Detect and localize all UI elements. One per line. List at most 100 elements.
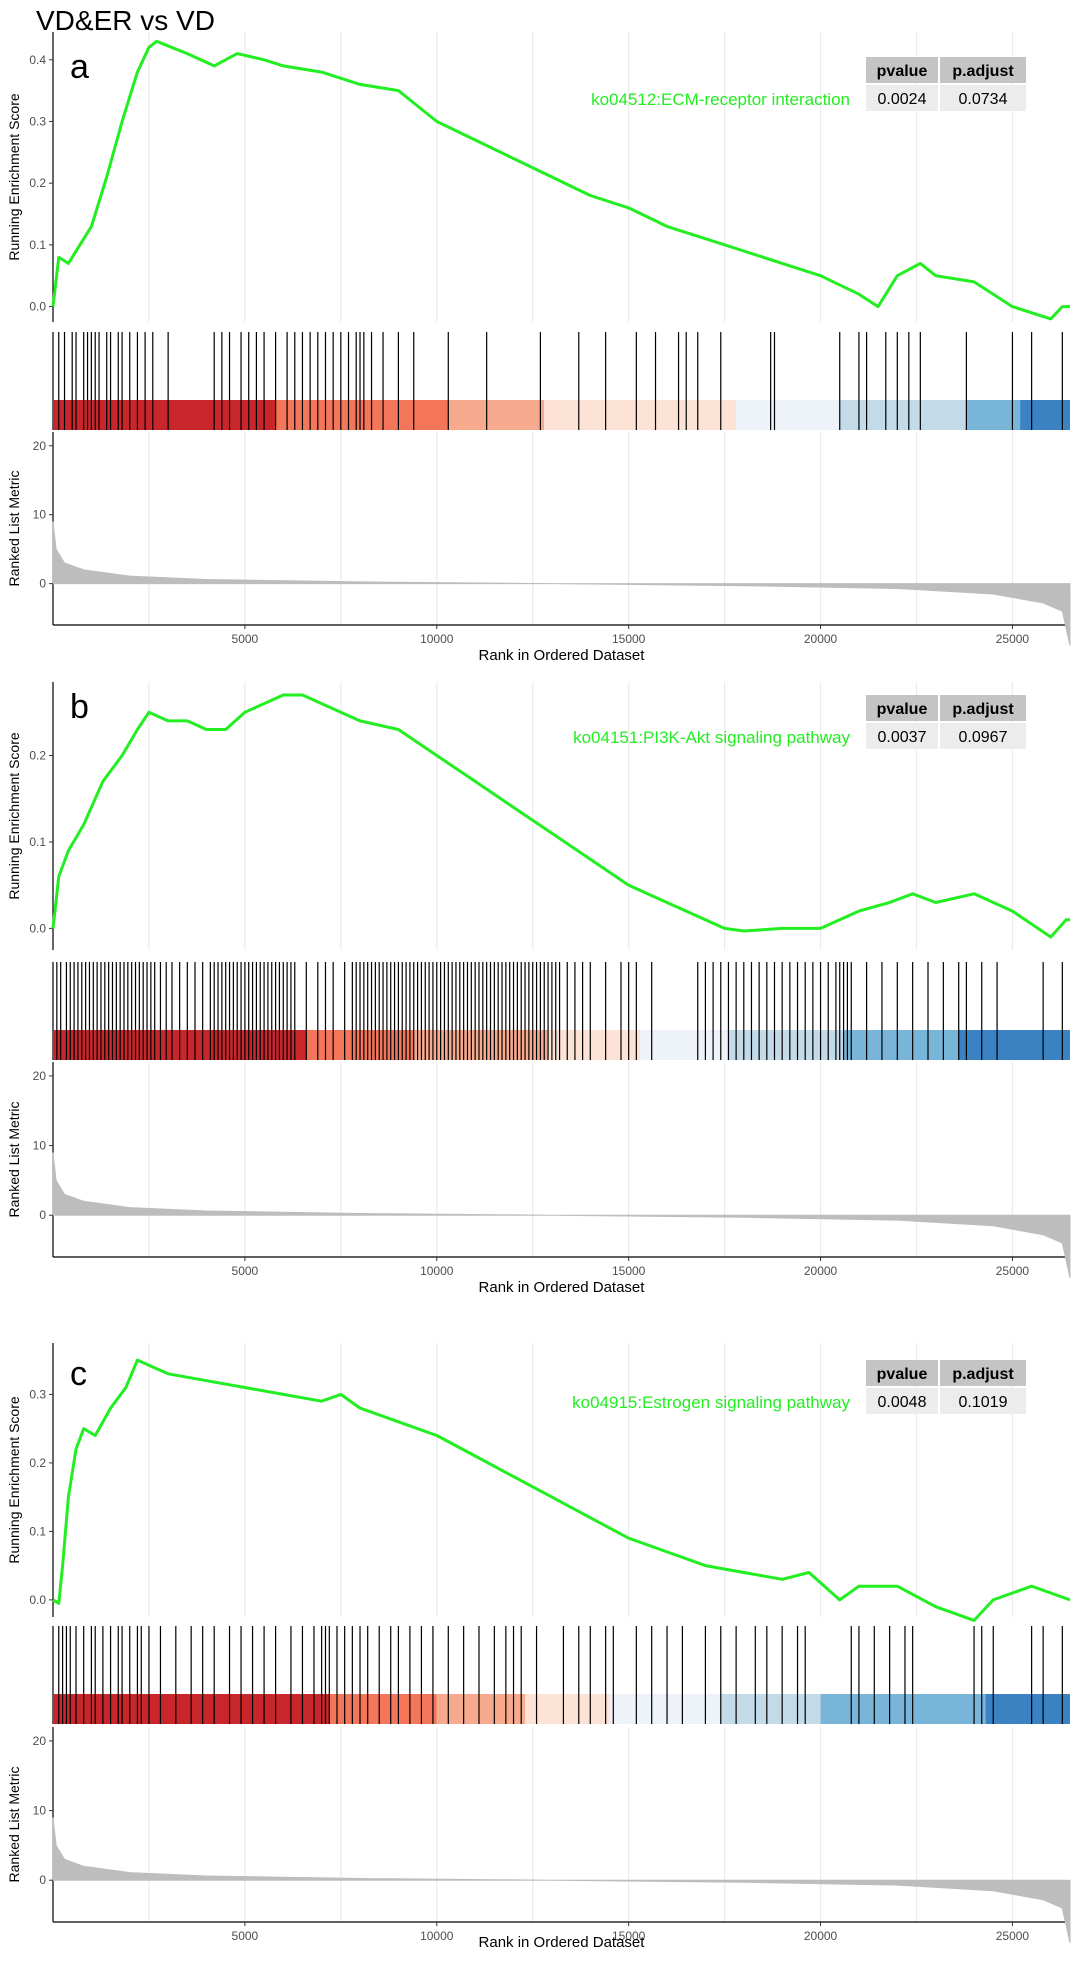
x-tick-label: 25000	[996, 632, 1030, 646]
metric-y-axis-label: Ranked List Metric	[6, 1102, 22, 1218]
rank-heat-segment	[53, 400, 276, 430]
rank-heat-segment	[548, 1030, 641, 1060]
es-y-tick-label: 0.1	[29, 238, 46, 252]
gsea-panel-a: 0.0 0.1 0.2 0.3 0.4 Running Enrichment Score 0…	[6, 32, 1071, 664]
x-tick-label: 15000	[612, 1264, 646, 1278]
stats-table-value: 0.0048	[878, 1394, 927, 1411]
metric-y-tick-label: 0	[39, 577, 46, 591]
es-y-tick-label: 0.0	[29, 1593, 46, 1607]
x-tick-label: 5000	[232, 1929, 259, 1943]
metric-y-tick-label: 20	[33, 439, 47, 453]
figure-title: VD&ER vs VD	[36, 5, 215, 36]
stats-table-value: 0.0967	[959, 729, 1008, 746]
metric-y-axis-label: Ranked List Metric	[6, 471, 22, 587]
stats-table-value-cell	[940, 85, 1026, 111]
rank-heat-segment	[525, 1694, 610, 1724]
x-tick-label: 25000	[996, 1264, 1030, 1278]
rank-heat-segment	[275, 400, 449, 430]
stats-table-header: pvalue	[877, 1366, 928, 1383]
x-tick-label: 15000	[612, 1929, 646, 1943]
stats-table-value-cell	[866, 723, 938, 749]
es-y-tick-label: 0.2	[29, 748, 46, 762]
metric-y-tick-label: 20	[33, 1069, 47, 1083]
x-tick-label: 20000	[804, 1929, 838, 1943]
rank-heat-segment	[329, 1694, 437, 1724]
rank-heat-segment	[728, 1030, 844, 1060]
x-tick-label: 10000	[420, 1264, 454, 1278]
gsea-panel-c: 0.0 0.1 0.2 0.3 Running Enrichment Score 0 10 2…	[6, 1343, 1071, 1951]
metric-y-tick-label: 10	[33, 1139, 47, 1153]
stats-table-value-cell	[866, 85, 938, 111]
metric-y-tick-label: 20	[33, 1734, 47, 1748]
stats-table-value: 0.1019	[959, 1394, 1008, 1411]
metric-y-tick-label: 0	[39, 1873, 46, 1887]
pathway-term-label: ko04915:Estrogen signaling pathway	[572, 1393, 850, 1412]
x-tick-label: 5000	[232, 632, 259, 646]
es-y-axis-label: Running Enrichment Score	[6, 732, 22, 900]
metric-y-tick-label: 0	[39, 1208, 46, 1222]
ranked-metric-area	[52, 1152, 1071, 1279]
rank-heat-segment	[1020, 400, 1070, 430]
rank-heat-segment	[985, 1694, 1070, 1724]
gsea-panel-b: 0.0 0.1 0.2 Running Enrichment Score 0 10 20 Ra…	[6, 682, 1071, 1296]
x-tick-label: 15000	[612, 632, 646, 646]
panel-letter: b	[70, 688, 89, 726]
stats-table-header: p.adjust	[952, 1366, 1014, 1383]
x-tick-label: 25000	[996, 1929, 1030, 1943]
running-es-line	[51, 693, 1070, 939]
rank-heat-segment	[820, 1694, 986, 1724]
es-y-axis-label: Running Enrichment Score	[6, 1396, 22, 1564]
pathway-term-label: ko04512:ECM-receptor interaction	[591, 90, 850, 109]
rank-heat-segment	[448, 400, 545, 430]
panel-letter: a	[70, 48, 89, 86]
rank-heat-segment	[413, 1030, 549, 1060]
rank-heat-segment	[436, 1694, 526, 1724]
es-y-tick-label: 0.4	[29, 53, 46, 67]
es-y-tick-label: 0.0	[29, 921, 46, 935]
pathway-term-label: ko04151:PI3K-Akt signaling pathway	[573, 728, 850, 747]
es-y-tick-label: 0.1	[29, 835, 46, 849]
stats-table-value: 0.0037	[878, 729, 927, 746]
x-tick-label: 20000	[804, 632, 838, 646]
stats-table-header-cell	[940, 695, 1026, 721]
rank-heat-segment	[843, 1030, 959, 1060]
rank-heat-segment	[736, 400, 840, 430]
rank-heat-segment	[640, 1030, 729, 1060]
es-y-tick-label: 0.3	[29, 1387, 46, 1401]
stats-table-header-cell	[940, 57, 1026, 83]
stats-table-header-cell	[866, 57, 938, 83]
es-y-tick-label: 0.2	[29, 176, 46, 190]
metric-y-tick-label: 10	[33, 508, 47, 522]
x-tick-label: 5000	[232, 1264, 259, 1278]
stats-table-header-cell	[940, 1360, 1026, 1386]
es-y-tick-label: 0.0	[29, 300, 46, 314]
x-tick-label: 10000	[420, 1929, 454, 1943]
stats-table-header-cell	[866, 695, 938, 721]
x-tick-label: 20000	[804, 1264, 838, 1278]
stats-table-value: 0.0024	[878, 91, 927, 108]
ranked-metric-area	[52, 521, 1071, 646]
rank-heat-segment	[966, 400, 1021, 430]
rank-heat-segment	[609, 1694, 721, 1724]
stats-table-value: 0.0734	[959, 91, 1008, 108]
stats-table-header: pvalue	[877, 701, 928, 718]
rank-heat-segment	[958, 1030, 1070, 1060]
es-y-tick-label: 0.3	[29, 114, 46, 128]
metric-y-tick-label: 10	[33, 1804, 47, 1818]
stats-table-header: pvalue	[877, 63, 928, 80]
x-axis-label: Rank in Ordered Dataset	[479, 647, 646, 664]
x-axis-label: Rank in Ordered Dataset	[479, 1934, 646, 1951]
rank-heat-segment	[720, 1694, 821, 1724]
stats-table-value-cell	[940, 723, 1026, 749]
stats-table-header-cell	[866, 1360, 938, 1386]
x-axis-label: Rank in Ordered Dataset	[479, 1279, 646, 1296]
es-y-tick-label: 0.1	[29, 1524, 46, 1538]
panel-letter: c	[70, 1355, 87, 1393]
es-y-axis-label: Running Enrichment Score	[6, 93, 22, 261]
metric-y-axis-label: Ranked List Metric	[6, 1767, 22, 1883]
stats-table-value-cell	[866, 1388, 938, 1414]
ranked-metric-area	[52, 1817, 1071, 1944]
rank-heat-segment	[839, 400, 967, 430]
